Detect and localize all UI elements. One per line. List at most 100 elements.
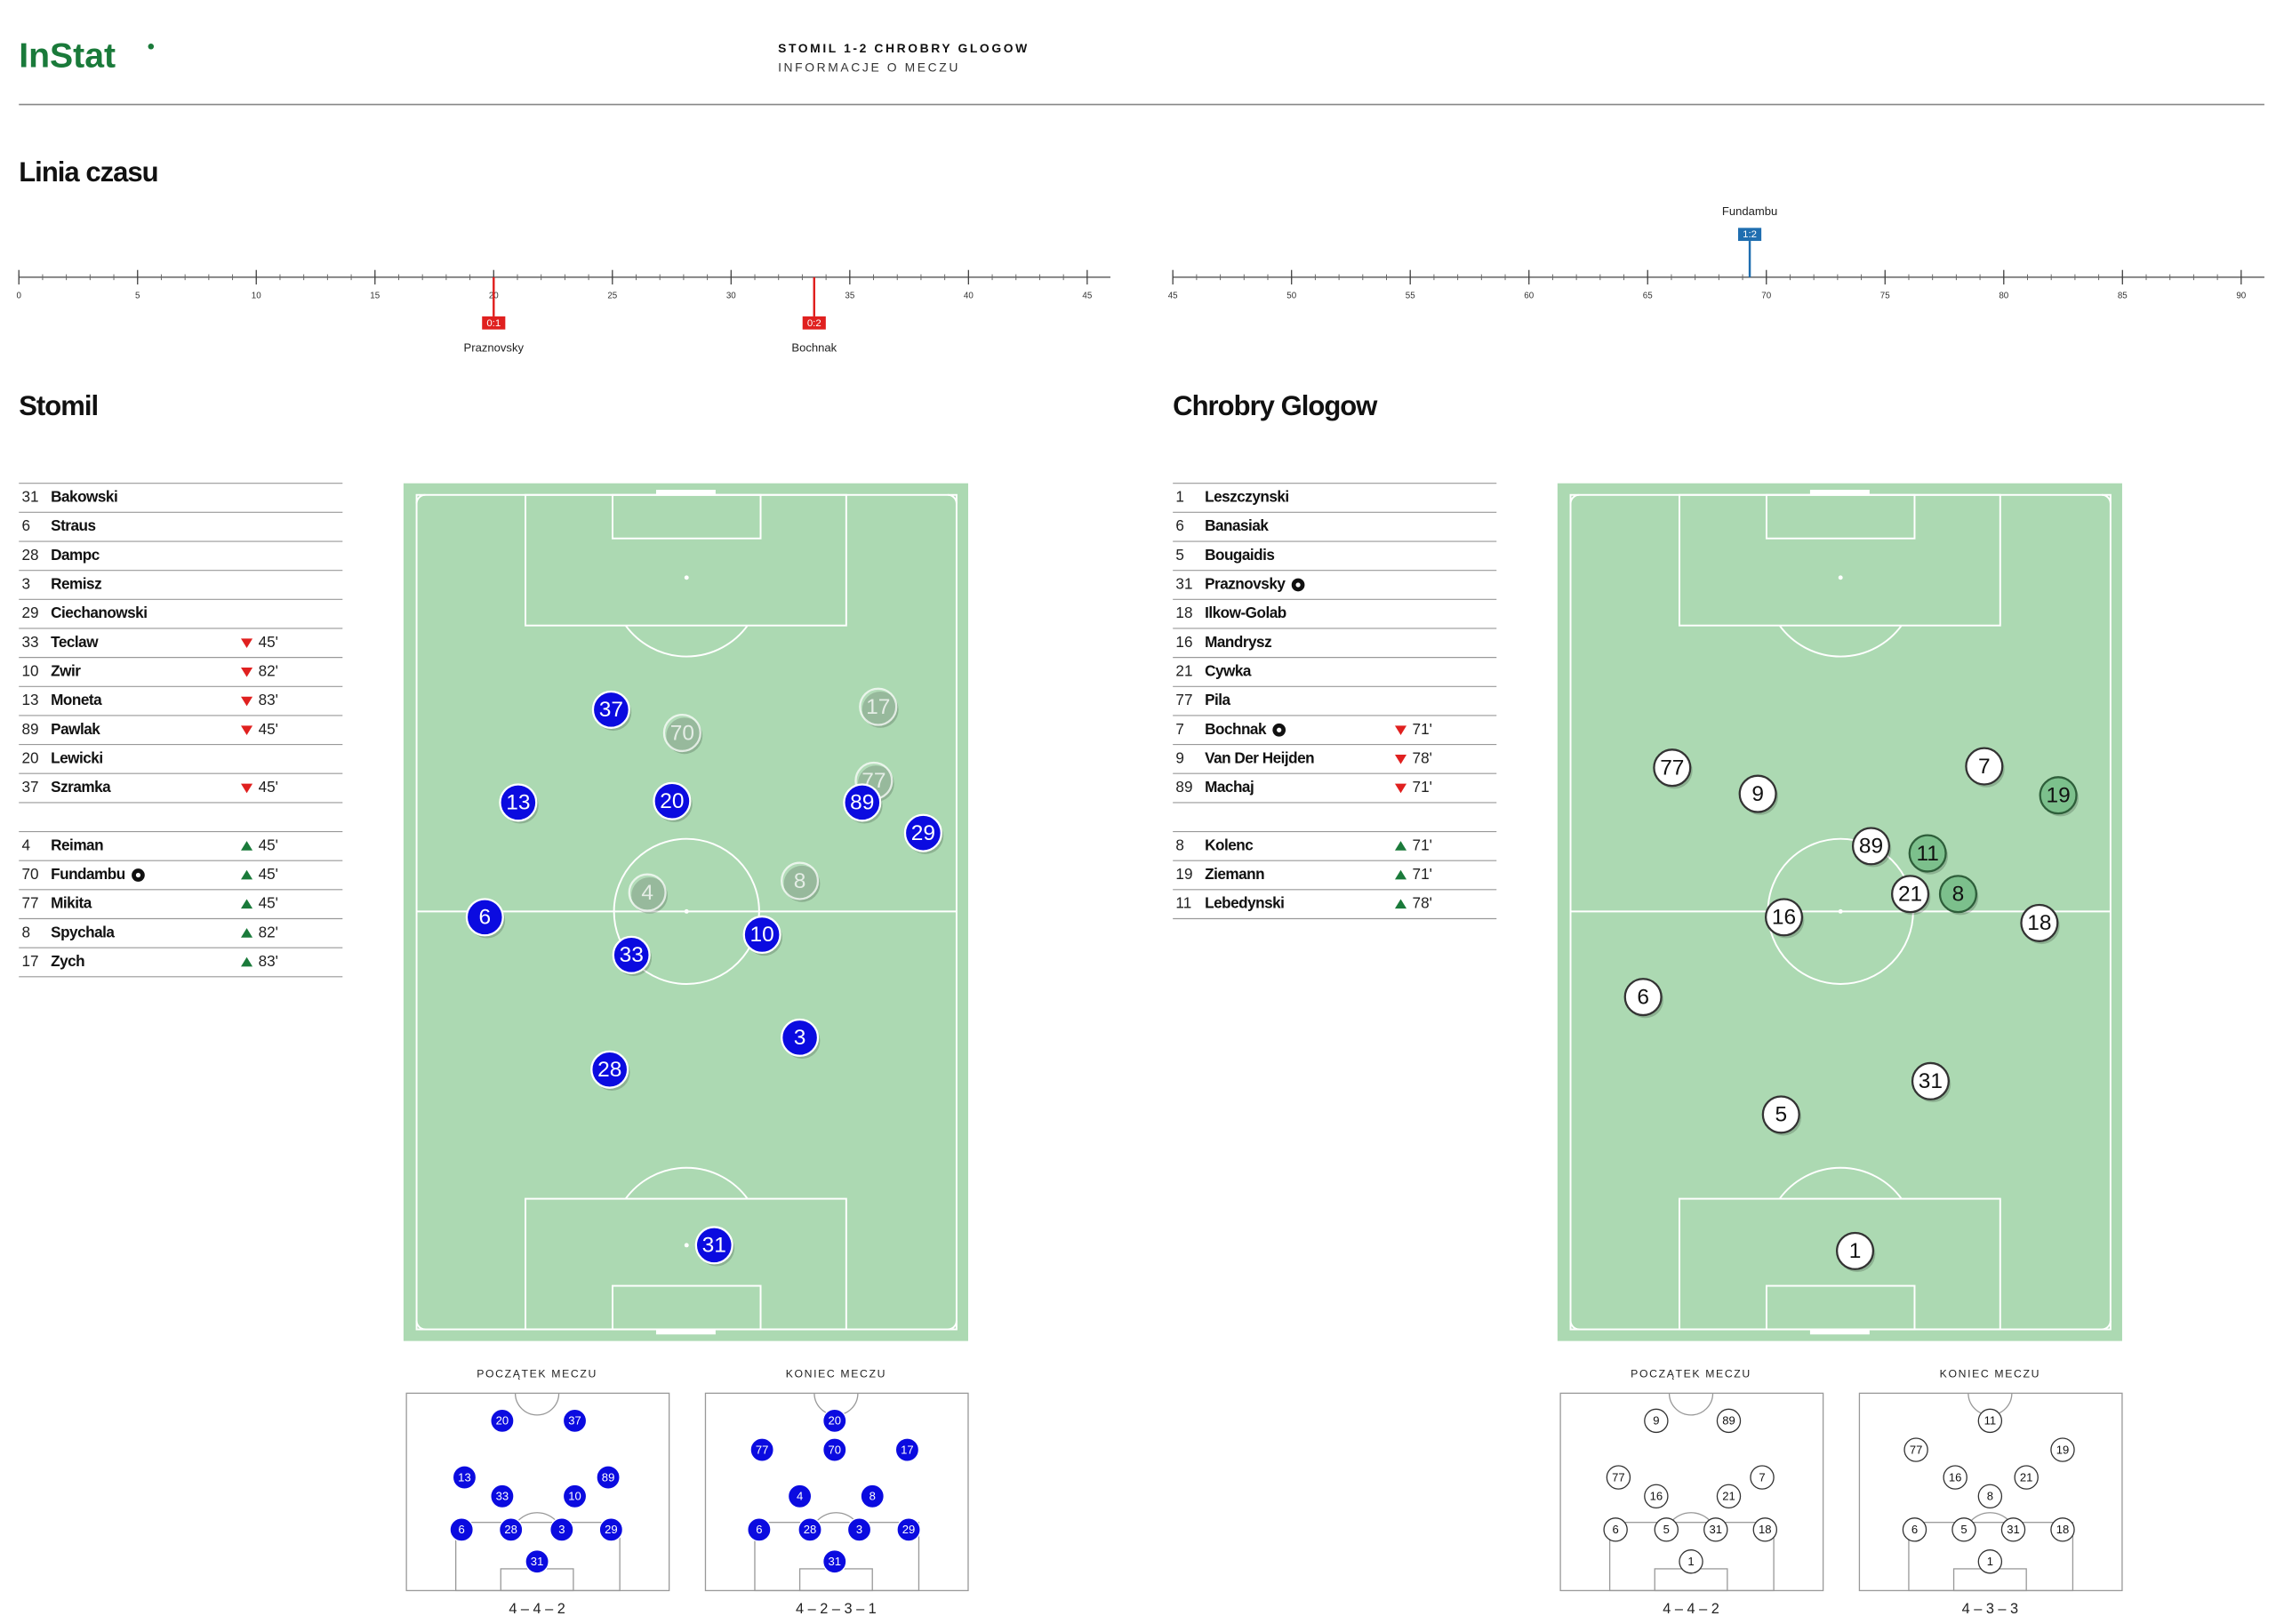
player-chip — [1908, 834, 1947, 873]
player-chip — [843, 783, 882, 822]
mini-center-arc — [514, 1393, 560, 1416]
mini-chip-number: 13 — [458, 1470, 471, 1484]
player-chip — [1761, 1095, 1800, 1134]
player-chip — [591, 690, 630, 729]
player-name: Straus — [51, 516, 95, 534]
sub-minute: 45' — [259, 894, 278, 912]
mini-chip-number: 28 — [504, 1523, 517, 1536]
sub-minute: 78' — [1413, 748, 1432, 766]
center-spot — [1838, 908, 1843, 914]
mini-chip — [490, 1408, 515, 1434]
mini-penalty-arc — [815, 1512, 857, 1524]
player-chip-number: 5 — [1775, 1103, 1787, 1127]
score-box — [482, 316, 506, 330]
player-number: 16 — [1175, 633, 1192, 651]
player-number: 6 — [21, 516, 30, 534]
mini-chip — [549, 1517, 574, 1542]
mini-chip-number: 3 — [558, 1523, 565, 1536]
player-chip-shadow — [783, 865, 821, 902]
player-name: Remisz — [51, 575, 101, 593]
player-chip-number: 8 — [1952, 883, 1965, 907]
mini-chip-number: 21 — [2020, 1470, 2033, 1484]
mini-chip — [1603, 1517, 1628, 1542]
penalty-arc — [624, 625, 749, 658]
formation-name: 4 – 2 – 3 – 1 — [796, 1601, 877, 1617]
player-chip-number: 89 — [850, 791, 874, 815]
player-chip — [1623, 978, 1663, 1017]
mini-chip-number: 4 — [797, 1490, 803, 1503]
player-name: Zwir — [51, 661, 81, 679]
player-chip-number: 18 — [2027, 911, 2051, 935]
player-name: Praznovsky — [1205, 575, 1286, 593]
scorer: Bochnak — [791, 340, 837, 354]
sub-on-arrow — [241, 841, 253, 851]
mini-chip — [787, 1484, 813, 1509]
logo: InStat — [19, 37, 116, 76]
player-name: Bochnak — [1205, 720, 1267, 738]
tick-label: 70 — [1761, 292, 1771, 301]
mini-chip — [596, 1465, 621, 1490]
mini-chip — [1943, 1465, 1967, 1490]
mini-chip-number: 20 — [496, 1414, 509, 1428]
penalty-spot — [684, 575, 689, 580]
player-name: Moneta — [51, 691, 102, 708]
player-number: 7 — [1175, 720, 1184, 738]
player-chip — [465, 898, 504, 937]
tick-label: 45 — [1168, 292, 1178, 301]
sub-minute: 83' — [259, 952, 278, 970]
scorer: Praznovsky — [464, 340, 525, 354]
player-name: Ciechanowski — [51, 604, 147, 621]
mini-center-arc — [1668, 1393, 1714, 1416]
player-name: Szramka — [51, 778, 111, 796]
tick-label: 50 — [1286, 292, 1296, 301]
corner-arc — [1569, 1320, 1580, 1331]
player-chip-number: 31 — [1919, 1069, 1943, 1093]
mini-chip — [1977, 1549, 2003, 1574]
mini-chip — [747, 1517, 772, 1542]
mini-chip-number: 3 — [856, 1523, 862, 1536]
player-chip-number: 21 — [1898, 883, 1922, 907]
sub-off-arrow — [1394, 725, 1407, 735]
sub-minute: 83' — [259, 691, 278, 708]
sub-minute: 45' — [259, 633, 278, 651]
player-chip-number: 10 — [750, 923, 774, 947]
player-number: 77 — [1175, 691, 1192, 708]
player-number: 5 — [1175, 546, 1184, 564]
player-chip-number: 4 — [641, 881, 653, 905]
player-name: Banasiak — [1205, 516, 1269, 534]
team-name: Chrobry Glogow — [1173, 390, 1378, 421]
player-chip — [499, 783, 538, 822]
mini-chip-number: 11 — [1984, 1414, 1997, 1428]
tick-label: 55 — [1406, 292, 1415, 301]
mini-chip — [1752, 1517, 1778, 1542]
player-chip — [1938, 875, 1977, 914]
player-chip-number: 20 — [660, 789, 684, 813]
sub-minute: 71' — [1413, 778, 1432, 796]
formation-label: POCZĄTEK MECZU — [1631, 1367, 1751, 1380]
sub-minute: 71' — [1413, 720, 1432, 738]
formation-name: 4 – 4 – 2 — [1663, 1601, 1719, 1617]
player-chip — [859, 687, 898, 726]
mini-chip — [822, 1549, 847, 1574]
mini-chip-number: 10 — [568, 1490, 581, 1503]
goal-area — [1765, 493, 1916, 540]
mini-chip — [2000, 1517, 2026, 1542]
player-chip — [1653, 748, 1692, 788]
mini-chip — [525, 1549, 549, 1574]
mini-chip — [1903, 1437, 1928, 1462]
formation-label: POCZĄTEK MECZU — [477, 1367, 597, 1380]
sub-off-arrow — [241, 783, 253, 794]
player-number: 31 — [21, 488, 38, 506]
penalty-spot — [1838, 575, 1843, 580]
mini-chip-number: 89 — [602, 1470, 615, 1484]
mini-chip — [822, 1408, 847, 1434]
mini-chip — [1977, 1484, 2003, 1509]
mini-chip — [1679, 1549, 1703, 1574]
player-chip-number: 16 — [1772, 906, 1796, 930]
player-number: 19 — [1175, 865, 1192, 883]
mini-chip — [846, 1517, 872, 1542]
sub-off-arrow — [241, 696, 253, 707]
tick-label: 75 — [1880, 292, 1890, 301]
tick-label: 30 — [726, 292, 736, 301]
